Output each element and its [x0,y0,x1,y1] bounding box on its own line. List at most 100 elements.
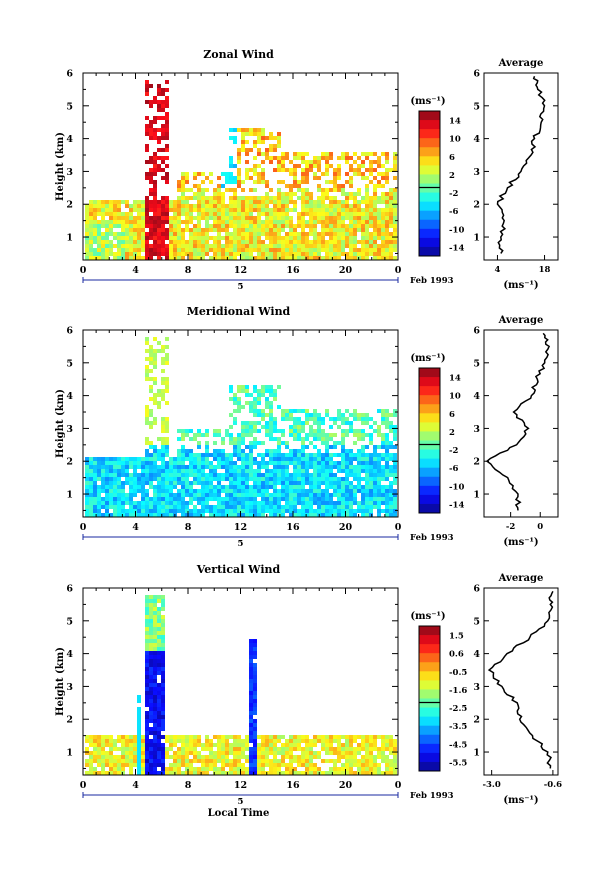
x-tick-label: 12 [234,522,247,533]
colorbar-frame [418,367,441,514]
average-frame [483,587,559,776]
colorbar-units: (ms⁻¹) [410,96,445,107]
x-tick-label: 20 [339,522,353,533]
colorbar-segment [419,368,440,378]
colorbar-segment [419,237,440,248]
avg-x-tick-label: 0 [537,522,543,532]
colorbar-segment [419,201,440,212]
colorbar-segment [419,386,440,396]
colorbar-segment [419,680,440,690]
colorbar-segment [419,413,440,423]
y-tick-label: 4 [66,649,73,660]
x-tick-label: 0 [395,780,402,791]
y-tick-label: 2 [66,457,73,468]
panel-title: Vertical Wind [196,563,281,576]
y-tick-label: 6 [66,69,73,80]
colorbar-segment [419,138,440,148]
date-axis-day: 5 [238,797,244,807]
colorbar-segment [419,377,440,387]
x-tick-label: 0 [395,522,402,533]
y-axis-label: Height (km) [55,132,66,201]
y-tick-label: 4 [66,391,73,402]
colorbar-segment [419,734,440,745]
colorbar-segment [419,725,440,736]
x-tick-label: 16 [286,522,300,533]
colorbar-tick-label: 2 [449,171,455,181]
colorbar-segment [419,698,440,709]
colorbar-tick-label: 1.5 [449,632,464,642]
colorbar-segment [419,644,440,654]
colorbar-tick-label: -4.5 [449,740,467,750]
colorbar-segment [419,494,440,505]
x-tick-label: 8 [185,522,192,533]
colorbar-frame [418,110,441,257]
average-title: Average [498,315,544,326]
avg-y-tick-label: 4 [473,649,480,660]
colorbar-tick-label: -1.6 [449,686,467,696]
avg-y-tick-label: 1 [473,233,480,244]
y-tick-label: 1 [66,490,73,501]
y-tick-label: 2 [66,715,73,726]
avg-x-tick-label: 18 [539,265,551,275]
date-axis-month: Feb 1993 [410,533,454,543]
y-tick-label: 5 [66,101,73,112]
avg-y-tick-label: 4 [473,134,480,145]
x-tick-label: 0 [80,265,87,276]
avg-x-tick-label: -2 [506,522,516,532]
avg-y-tick-label: 6 [473,69,480,80]
average-frame [483,72,559,261]
colorbar-segment [419,156,440,166]
avg-y-tick-label: 2 [473,457,480,468]
avg-y-tick-label: 6 [473,584,480,595]
colorbar-segment [419,761,440,772]
average-profile-line [496,76,546,254]
avg-x-tick-label: -3.0 [482,780,500,790]
average-frame [483,329,559,518]
y-tick-label: 5 [66,358,73,369]
colorbar-segment [419,120,440,130]
date-axis-month: Feb 1993 [410,276,454,286]
colorbar-segment [419,174,440,184]
avg-y-tick-label: 5 [473,101,480,112]
colorbar-segment [419,653,440,663]
panel-title: Zonal Wind [203,48,274,61]
average-title: Average [498,573,544,584]
colorbar-tick-label: 6 [449,410,455,420]
colorbar-segment [419,485,440,496]
date-axis-day: 5 [238,282,244,292]
heatmap-cells [85,595,397,775]
colorbar-tick-label: 14 [449,374,461,384]
x-tick-label: 20 [339,265,353,276]
colorbar-segment [419,219,440,230]
x-tick-label: 12 [234,780,247,791]
colorbar-units: (ms⁻¹) [410,353,445,364]
colorbar-units: (ms⁻¹) [410,611,445,622]
colorbar-segment [419,503,440,514]
heatmap-cells [85,80,397,260]
y-tick-label: 3 [66,424,73,435]
colorbar-segment [419,467,440,478]
colorbar-tick-label: -14 [449,500,464,510]
y-tick-label: 6 [66,584,73,595]
colorbar-segment [419,111,440,121]
colorbar-segment [419,431,440,441]
x-tick-label: 0 [80,780,87,791]
colorbar-tick-label: -6 [449,464,459,474]
x-tick-label: 0 [395,265,402,276]
average-title: Average [498,58,544,69]
colorbar-tick-label: -5.5 [449,758,467,768]
avg-y-tick-label: 3 [473,167,480,178]
y-axis-label: Height (km) [55,647,66,716]
colorbar-tick-label: -10 [449,225,464,235]
avg-y-tick-label: 1 [473,490,480,501]
average-profile-line [485,332,551,511]
average-profile-line [487,590,554,769]
colorbar-segment [419,228,440,239]
y-tick-label: 4 [66,134,73,145]
colorbar-segment [419,743,440,754]
x-tick-label: 16 [286,780,300,791]
colorbar-tick-label: -14 [449,243,464,253]
colorbar-segment [419,635,440,645]
